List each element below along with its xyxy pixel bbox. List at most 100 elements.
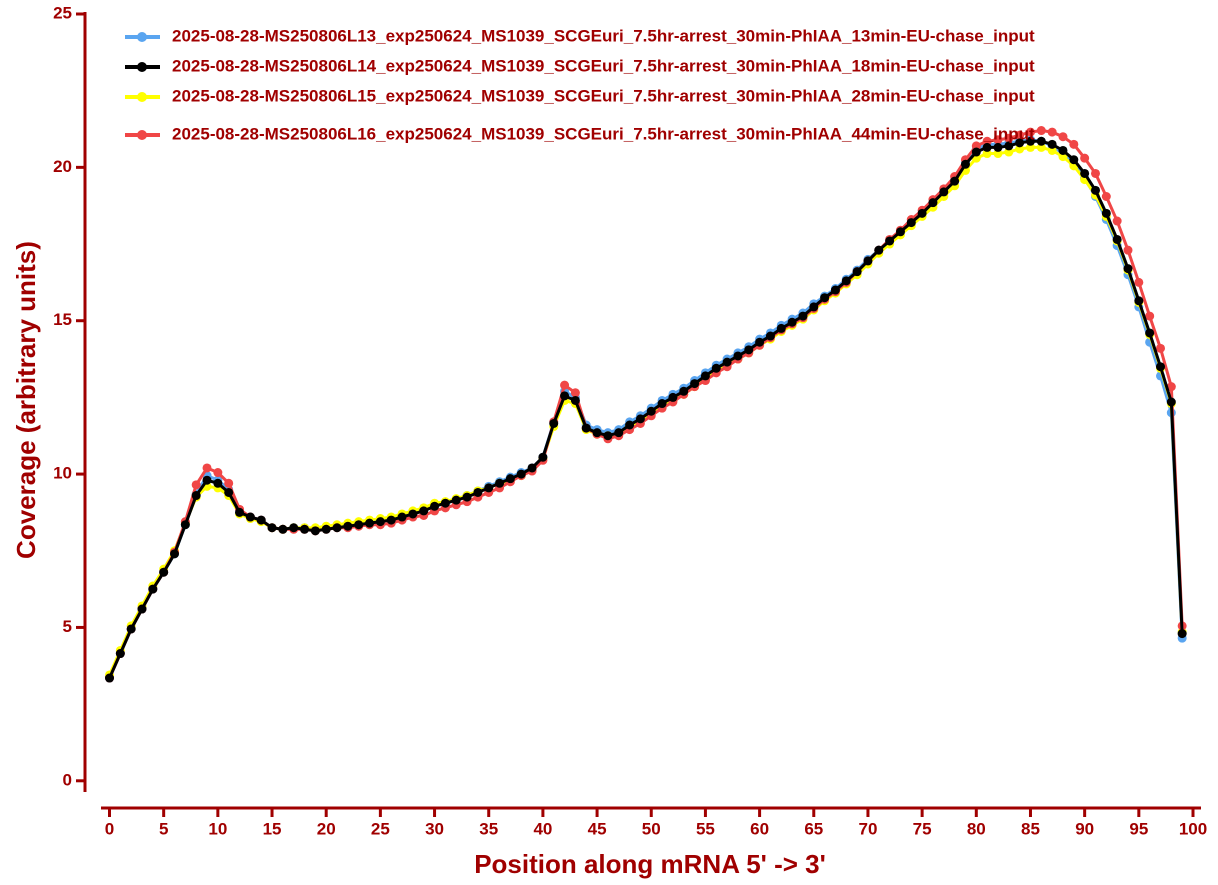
data-point <box>765 331 775 341</box>
data-point <box>1134 277 1144 287</box>
data-point <box>527 463 537 473</box>
legend-marker <box>137 32 147 42</box>
data-point <box>1025 127 1035 137</box>
legend-label: 2025-08-28-MS250806L14_exp250624_MS1039_… <box>172 56 1035 75</box>
data-point <box>885 236 895 246</box>
data-point <box>755 337 765 347</box>
data-point <box>993 142 1003 152</box>
data-point <box>1101 191 1111 201</box>
data-point <box>1080 153 1090 163</box>
y-tick-label: 10 <box>53 464 72 483</box>
data-point <box>1123 264 1133 274</box>
data-point <box>495 478 505 488</box>
x-tick-label: 30 <box>425 819 444 838</box>
y-tick-label: 15 <box>53 310 72 329</box>
data-point <box>419 506 429 516</box>
data-point <box>625 420 635 430</box>
data-point <box>1015 138 1025 148</box>
data-point <box>115 649 125 659</box>
data-point <box>375 517 385 527</box>
data-point <box>830 285 840 295</box>
data-point <box>852 267 862 277</box>
data-point <box>744 345 754 355</box>
data-point <box>1069 139 1079 149</box>
data-point <box>354 520 364 530</box>
data-point <box>484 483 494 493</box>
data-point <box>950 176 960 186</box>
data-point <box>570 395 580 405</box>
data-point <box>343 521 353 531</box>
data-point <box>1112 234 1122 244</box>
data-point <box>939 187 949 197</box>
x-tick-label: 35 <box>479 819 498 838</box>
data-point <box>386 515 396 525</box>
data-point <box>267 523 277 533</box>
series-line <box>108 129 1184 679</box>
x-tick-label: 70 <box>858 819 877 838</box>
data-point <box>570 388 580 398</box>
data-point <box>256 515 266 525</box>
data-point <box>505 474 515 484</box>
data-point <box>440 498 450 508</box>
data-point <box>1123 245 1133 255</box>
x-tick-label: 65 <box>804 819 823 838</box>
data-point <box>148 584 158 594</box>
data-point <box>538 452 548 462</box>
data-point <box>137 604 147 614</box>
data-point <box>1177 629 1187 639</box>
x-tick-label: 60 <box>750 819 769 838</box>
data-point <box>906 218 916 228</box>
data-point <box>874 245 884 255</box>
data-point <box>191 491 201 501</box>
data-point <box>560 380 570 390</box>
legend-label: 2025-08-28-MS250806L16_exp250624_MS1039_… <box>172 124 1035 143</box>
data-point <box>1134 296 1144 306</box>
data-point <box>1036 126 1046 136</box>
data-point <box>1155 362 1165 372</box>
data-point <box>462 492 472 502</box>
x-tick-label: 5 <box>159 819 168 838</box>
legend-label: 2025-08-28-MS250806L15_exp250624_MS1039_… <box>172 86 1035 105</box>
data-point <box>430 501 440 511</box>
data-point <box>657 399 667 409</box>
data-point <box>245 512 255 522</box>
data-point <box>235 507 245 517</box>
data-point <box>202 463 212 473</box>
data-point <box>841 276 851 286</box>
y-tick-label: 0 <box>63 770 72 789</box>
data-point <box>1036 136 1046 146</box>
x-tick-label: 20 <box>317 819 336 838</box>
data-point <box>711 363 721 373</box>
data-point <box>289 523 299 533</box>
data-point <box>1145 328 1155 338</box>
data-point <box>1101 208 1111 218</box>
data-point <box>700 371 710 381</box>
data-point <box>408 509 418 519</box>
data-point <box>1145 311 1155 321</box>
legend-label: 2025-08-28-MS250806L13_exp250624_MS1039_… <box>172 26 1035 45</box>
x-tick-label: 55 <box>696 819 715 838</box>
data-point <box>1058 132 1068 142</box>
data-point <box>159 567 169 577</box>
x-tick-label: 50 <box>642 819 661 838</box>
data-point <box>646 406 656 416</box>
data-point <box>592 428 602 438</box>
data-point <box>278 524 288 534</box>
data-point <box>1166 382 1176 392</box>
data-point <box>1069 155 1079 165</box>
data-point <box>213 478 223 488</box>
data-point <box>668 392 678 402</box>
data-point <box>928 198 938 208</box>
data-point <box>581 423 591 433</box>
data-point <box>895 227 905 237</box>
data-point <box>960 159 970 169</box>
x-tick-label: 40 <box>533 819 552 838</box>
data-point <box>126 624 136 634</box>
data-point <box>365 518 375 528</box>
x-tick-label: 75 <box>913 819 932 838</box>
x-tick-label: 85 <box>1021 819 1040 838</box>
data-point <box>1058 145 1068 155</box>
data-point <box>560 391 570 401</box>
data-point <box>1090 168 1100 178</box>
data-point <box>798 311 808 321</box>
